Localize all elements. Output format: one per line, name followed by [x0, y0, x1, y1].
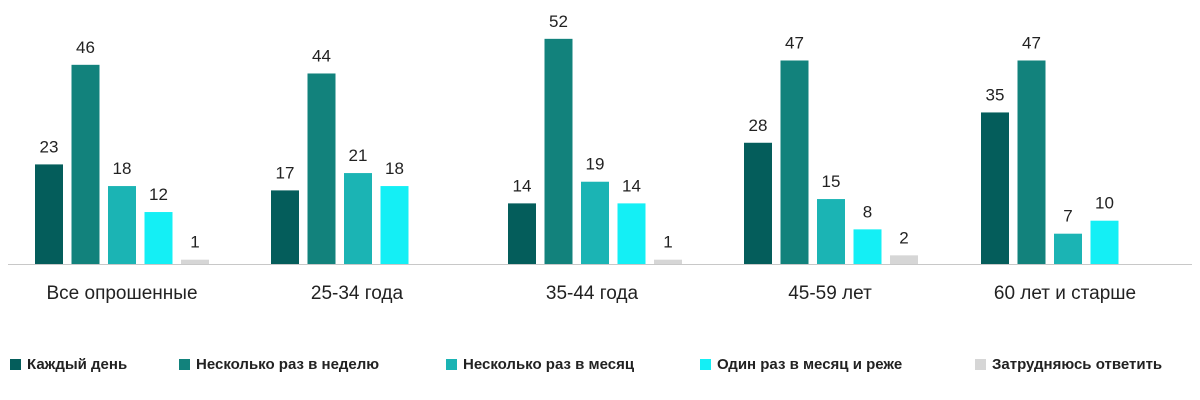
- bar: [35, 164, 63, 264]
- category-label: 25-34 года: [311, 283, 404, 304]
- data-label: 44: [312, 46, 331, 65]
- legend-item: Каждый день: [10, 356, 127, 373]
- bar: [544, 38, 573, 265]
- data-label: 12: [149, 185, 168, 204]
- category-label: 45-59 лет: [788, 283, 872, 304]
- data-label: 52: [549, 12, 568, 31]
- legend-swatch: [975, 359, 986, 370]
- data-label: 18: [385, 159, 404, 178]
- data-label: 19: [586, 155, 605, 174]
- bar: [508, 203, 536, 264]
- data-label: 10: [1095, 194, 1114, 213]
- bar: [744, 142, 772, 264]
- legend-item: Несколько раз в неделю: [179, 356, 379, 373]
- data-label: 46: [76, 38, 95, 57]
- legend-label: Несколько раз в месяц: [463, 356, 635, 373]
- data-label: 47: [785, 33, 804, 52]
- bar: [981, 112, 1009, 264]
- data-label: 7: [1063, 207, 1072, 226]
- data-label: 17: [276, 163, 295, 182]
- bar: [181, 259, 209, 264]
- bar: [617, 203, 646, 264]
- bar: [1017, 60, 1046, 264]
- bar: [380, 186, 409, 264]
- data-label: 1: [190, 233, 199, 252]
- bar: [108, 186, 136, 264]
- bar: [344, 173, 372, 264]
- legend-label: Один раз в месяц и реже: [717, 356, 903, 373]
- category-label: Все опрошенные: [46, 283, 197, 304]
- data-label: 35: [986, 85, 1005, 104]
- data-label: 8: [863, 202, 872, 221]
- legend-swatch: [446, 359, 457, 370]
- bar: [654, 259, 682, 264]
- legend-swatch: [179, 359, 190, 370]
- data-label: 14: [513, 176, 532, 195]
- legend-label: Каждый день: [27, 356, 128, 373]
- bar: [1054, 233, 1082, 264]
- category-label: 35-44 года: [546, 283, 639, 304]
- legend-swatch: [700, 359, 711, 370]
- data-label: 47: [1022, 33, 1041, 52]
- legend-item: Один раз в месяц и реже: [700, 356, 902, 373]
- bar: [890, 255, 918, 264]
- bar: [581, 181, 609, 264]
- bar: [1090, 220, 1119, 264]
- data-label: 1: [663, 233, 672, 252]
- bar: [817, 199, 845, 264]
- legend-item: Несколько раз в месяц: [446, 356, 634, 373]
- legend-item: Затрудняюсь ответить: [975, 356, 1162, 373]
- legend-label: Несколько раз в неделю: [196, 356, 380, 373]
- legend-label: Затрудняюсь ответить: [992, 356, 1163, 373]
- data-label: 28: [749, 116, 768, 135]
- data-label: 2: [899, 228, 908, 247]
- bar: [780, 60, 809, 264]
- bar: [144, 212, 173, 264]
- chart-legend: Каждый день Несколько раз в неделю Несколь…: [0, 356, 1200, 380]
- data-label: 14: [622, 176, 641, 195]
- data-label: 21: [349, 146, 368, 165]
- category-label: 60 лет и старше: [994, 283, 1136, 304]
- bar: [71, 64, 100, 264]
- data-label: 23: [40, 137, 59, 156]
- bar: [307, 73, 336, 264]
- legend-swatch: [10, 359, 21, 370]
- bar: [853, 229, 882, 264]
- data-label: 15: [822, 172, 841, 191]
- data-label: 18: [113, 159, 132, 178]
- bar: [271, 190, 299, 264]
